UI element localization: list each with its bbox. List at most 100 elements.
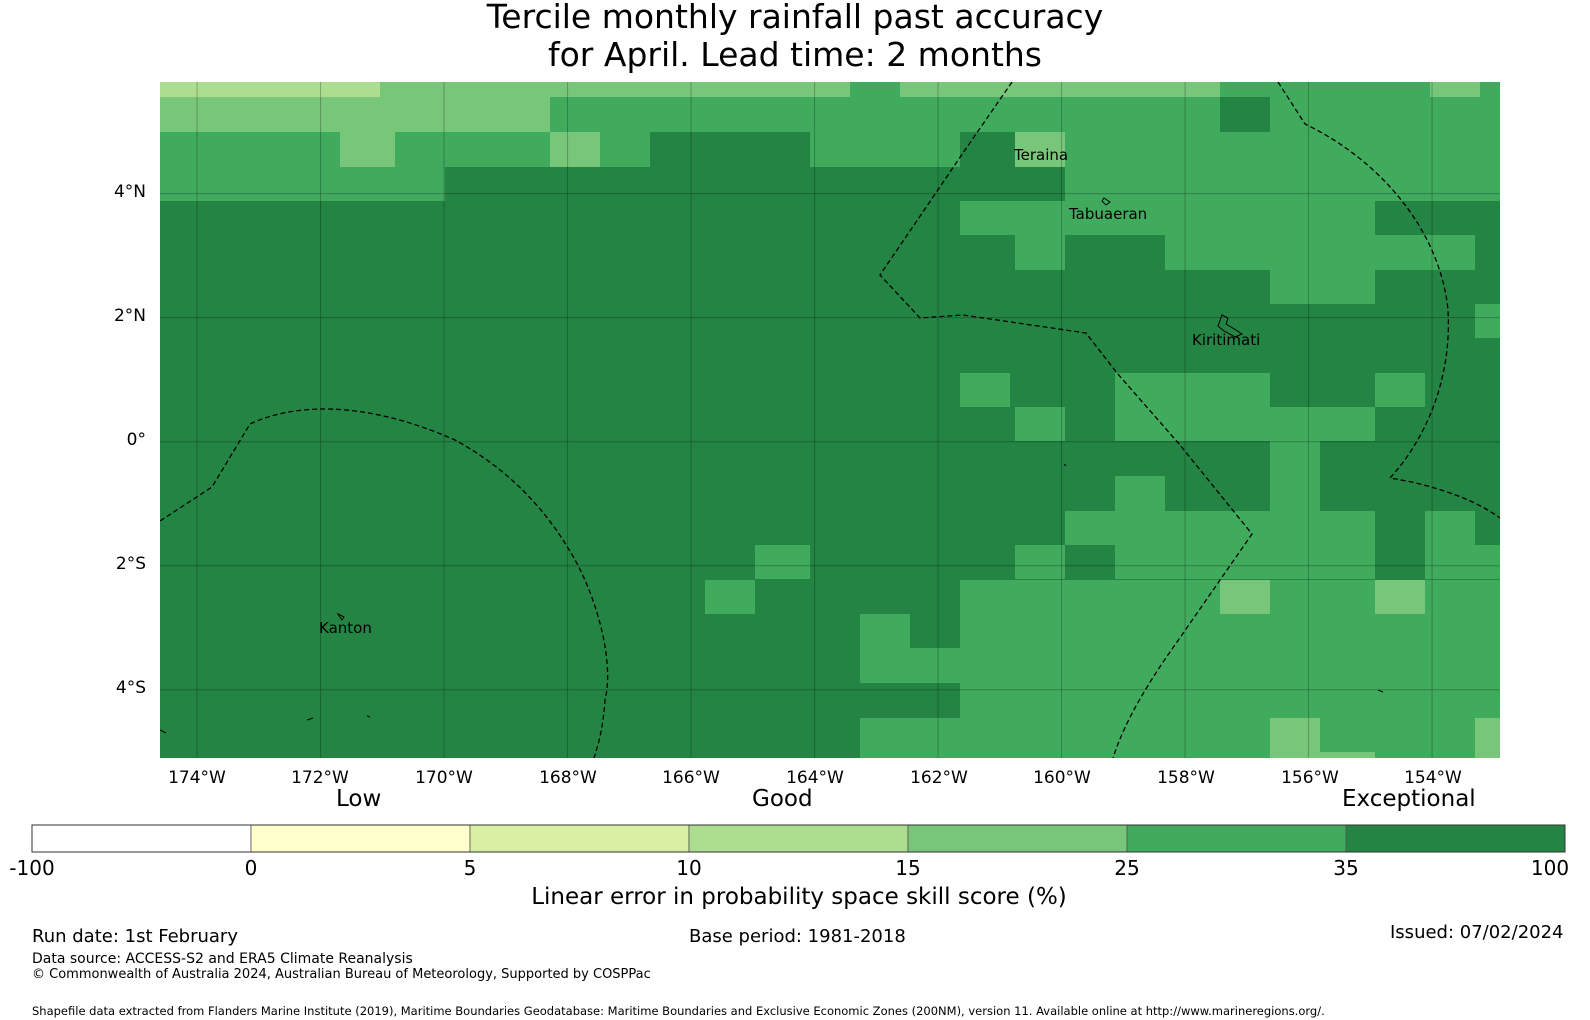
- skill-cell: [1270, 270, 1375, 304]
- colorbar-bin: [469, 824, 690, 853]
- lon-tick-label: 158°W: [1157, 768, 1215, 788]
- skill-cell: [1270, 441, 1320, 476]
- colorbar-tick-label: 100: [1530, 856, 1570, 880]
- map-gridlines: [160, 82, 1500, 758]
- skill-cell: [395, 132, 550, 167]
- colorbar-tick-label: 35: [1333, 856, 1359, 880]
- skill-cell: [1270, 476, 1320, 511]
- skill-cell: [1270, 97, 1500, 132]
- colorbar-tick-label: 25: [1114, 856, 1140, 880]
- skill-cell: [1115, 373, 1270, 407]
- skill-cell: [1425, 545, 1500, 579]
- skill-cell: [160, 167, 445, 201]
- place-label-kiritimati: Kiritimati: [1192, 331, 1261, 349]
- skill-cell: [860, 648, 1500, 683]
- skill-cell: [1430, 82, 1480, 97]
- chart-title-line-2: for April. Lead time: 2 months: [548, 35, 1042, 74]
- tabuaeran-island: [1101, 197, 1111, 206]
- colorbar-bin: [907, 824, 1128, 853]
- skill-cell: [160, 82, 380, 97]
- shapefile-credit: Shapefile data extracted from Flanders M…: [32, 1004, 1325, 1018]
- skill-cell: [960, 201, 1065, 235]
- skill-cell: [810, 132, 960, 167]
- kiritimati-island: [1217, 314, 1244, 338]
- skill-cell: [1065, 511, 1375, 545]
- skill-cell: [1220, 97, 1270, 132]
- skill-cell: [1115, 476, 1165, 511]
- chart-title-line-1: Tercile monthly rainfall past accuracy: [486, 0, 1104, 36]
- skill-cell: [1115, 545, 1375, 579]
- colorbar-axis-label: Linear error in probability space skill …: [531, 884, 1067, 910]
- skill-cell: [860, 614, 910, 648]
- skill-cell: [1425, 511, 1475, 545]
- islet: [1063, 463, 1067, 467]
- colorbar: [31, 824, 1566, 853]
- island-outlines: [160, 197, 1384, 734]
- skill-cell: [1475, 718, 1500, 758]
- skill-cell: [1115, 407, 1375, 441]
- skill-cell: [705, 580, 755, 614]
- skill-cell: [860, 718, 1500, 758]
- lon-tick-label: 156°W: [1281, 768, 1339, 788]
- skill-cell: [1475, 304, 1500, 338]
- skill-cell: [1065, 201, 1375, 235]
- colorbar-tick-label: 5: [463, 856, 477, 880]
- skill-cell: [960, 614, 1500, 648]
- colorbar-bin: [31, 824, 252, 853]
- legend-category-exceptional: Exceptional: [1342, 786, 1476, 812]
- skill-cell: [850, 82, 900, 97]
- skill-cell: [600, 132, 650, 167]
- lon-tick-label: 172°W: [291, 768, 349, 788]
- skill-cell: [960, 580, 1220, 614]
- skill-cell: [1015, 407, 1065, 441]
- skill-cell: [160, 97, 550, 132]
- skill-cell: [1165, 235, 1475, 270]
- copyright: © Commonwealth of Australia 2024, Austra…: [32, 967, 651, 982]
- place-label-teraina: Teraina: [1014, 146, 1069, 164]
- colorbar-tick-label: 10: [676, 856, 702, 880]
- lat-tick-label: 4°N: [113, 182, 146, 202]
- kanton-island: [336, 612, 345, 621]
- lon-tick-label: 170°W: [415, 768, 473, 788]
- place-label-tabuaeran: Tabuaeran: [1069, 205, 1148, 223]
- skill-cell: [1065, 132, 1500, 167]
- skill-cell: [755, 545, 810, 579]
- skill-cell: [960, 373, 1010, 407]
- skill-cell: [1220, 580, 1270, 614]
- lon-tick-label: 160°W: [1033, 768, 1091, 788]
- lon-tick-label: 168°W: [539, 768, 597, 788]
- base-period: Base period: 1981-2018: [689, 926, 906, 947]
- lon-tick-label: 162°W: [910, 768, 968, 788]
- data-source: Data source: ACCESS-S2 and ERA5 Climate …: [32, 951, 413, 967]
- lat-tick-label: 4°S: [115, 678, 146, 698]
- colorbar-tick-label: -100: [9, 856, 55, 880]
- skill-cell: [1375, 580, 1425, 614]
- lat-tick-label: 2°N: [113, 306, 146, 326]
- lon-tick-label: 174°W: [168, 768, 226, 788]
- lat-tick-label: 2°S: [115, 554, 146, 574]
- lat-tick-label: 0°: [126, 430, 146, 450]
- islet: [1377, 689, 1384, 693]
- colorbar-bin: [1345, 824, 1566, 853]
- skill-cell: [1375, 373, 1425, 407]
- skill-cell: [1015, 235, 1065, 270]
- islet: [160, 729, 167, 734]
- colorbar-frame: [31, 824, 1566, 853]
- legend-category-low: Low: [336, 786, 382, 812]
- colorbar-bin: [1126, 824, 1347, 853]
- eez-boundaries: [160, 82, 1500, 758]
- skill-cell: [1015, 545, 1065, 579]
- run-date: Run date: 1st February: [32, 926, 238, 947]
- skill-cell: [900, 82, 1220, 97]
- skill-cell: [1270, 580, 1375, 614]
- colorbar-tick-label: 0: [244, 856, 258, 880]
- skill-cell: [1065, 167, 1500, 201]
- lon-tick-label: 154°W: [1404, 768, 1462, 788]
- colorbar-tick-label: 15: [895, 856, 921, 880]
- islet: [366, 715, 371, 718]
- skill-cell: [1015, 132, 1065, 167]
- place-label-kanton: Kanton: [319, 619, 372, 637]
- islet: [306, 717, 314, 721]
- skill-cell: [160, 132, 340, 167]
- lon-tick-label: 166°W: [662, 768, 720, 788]
